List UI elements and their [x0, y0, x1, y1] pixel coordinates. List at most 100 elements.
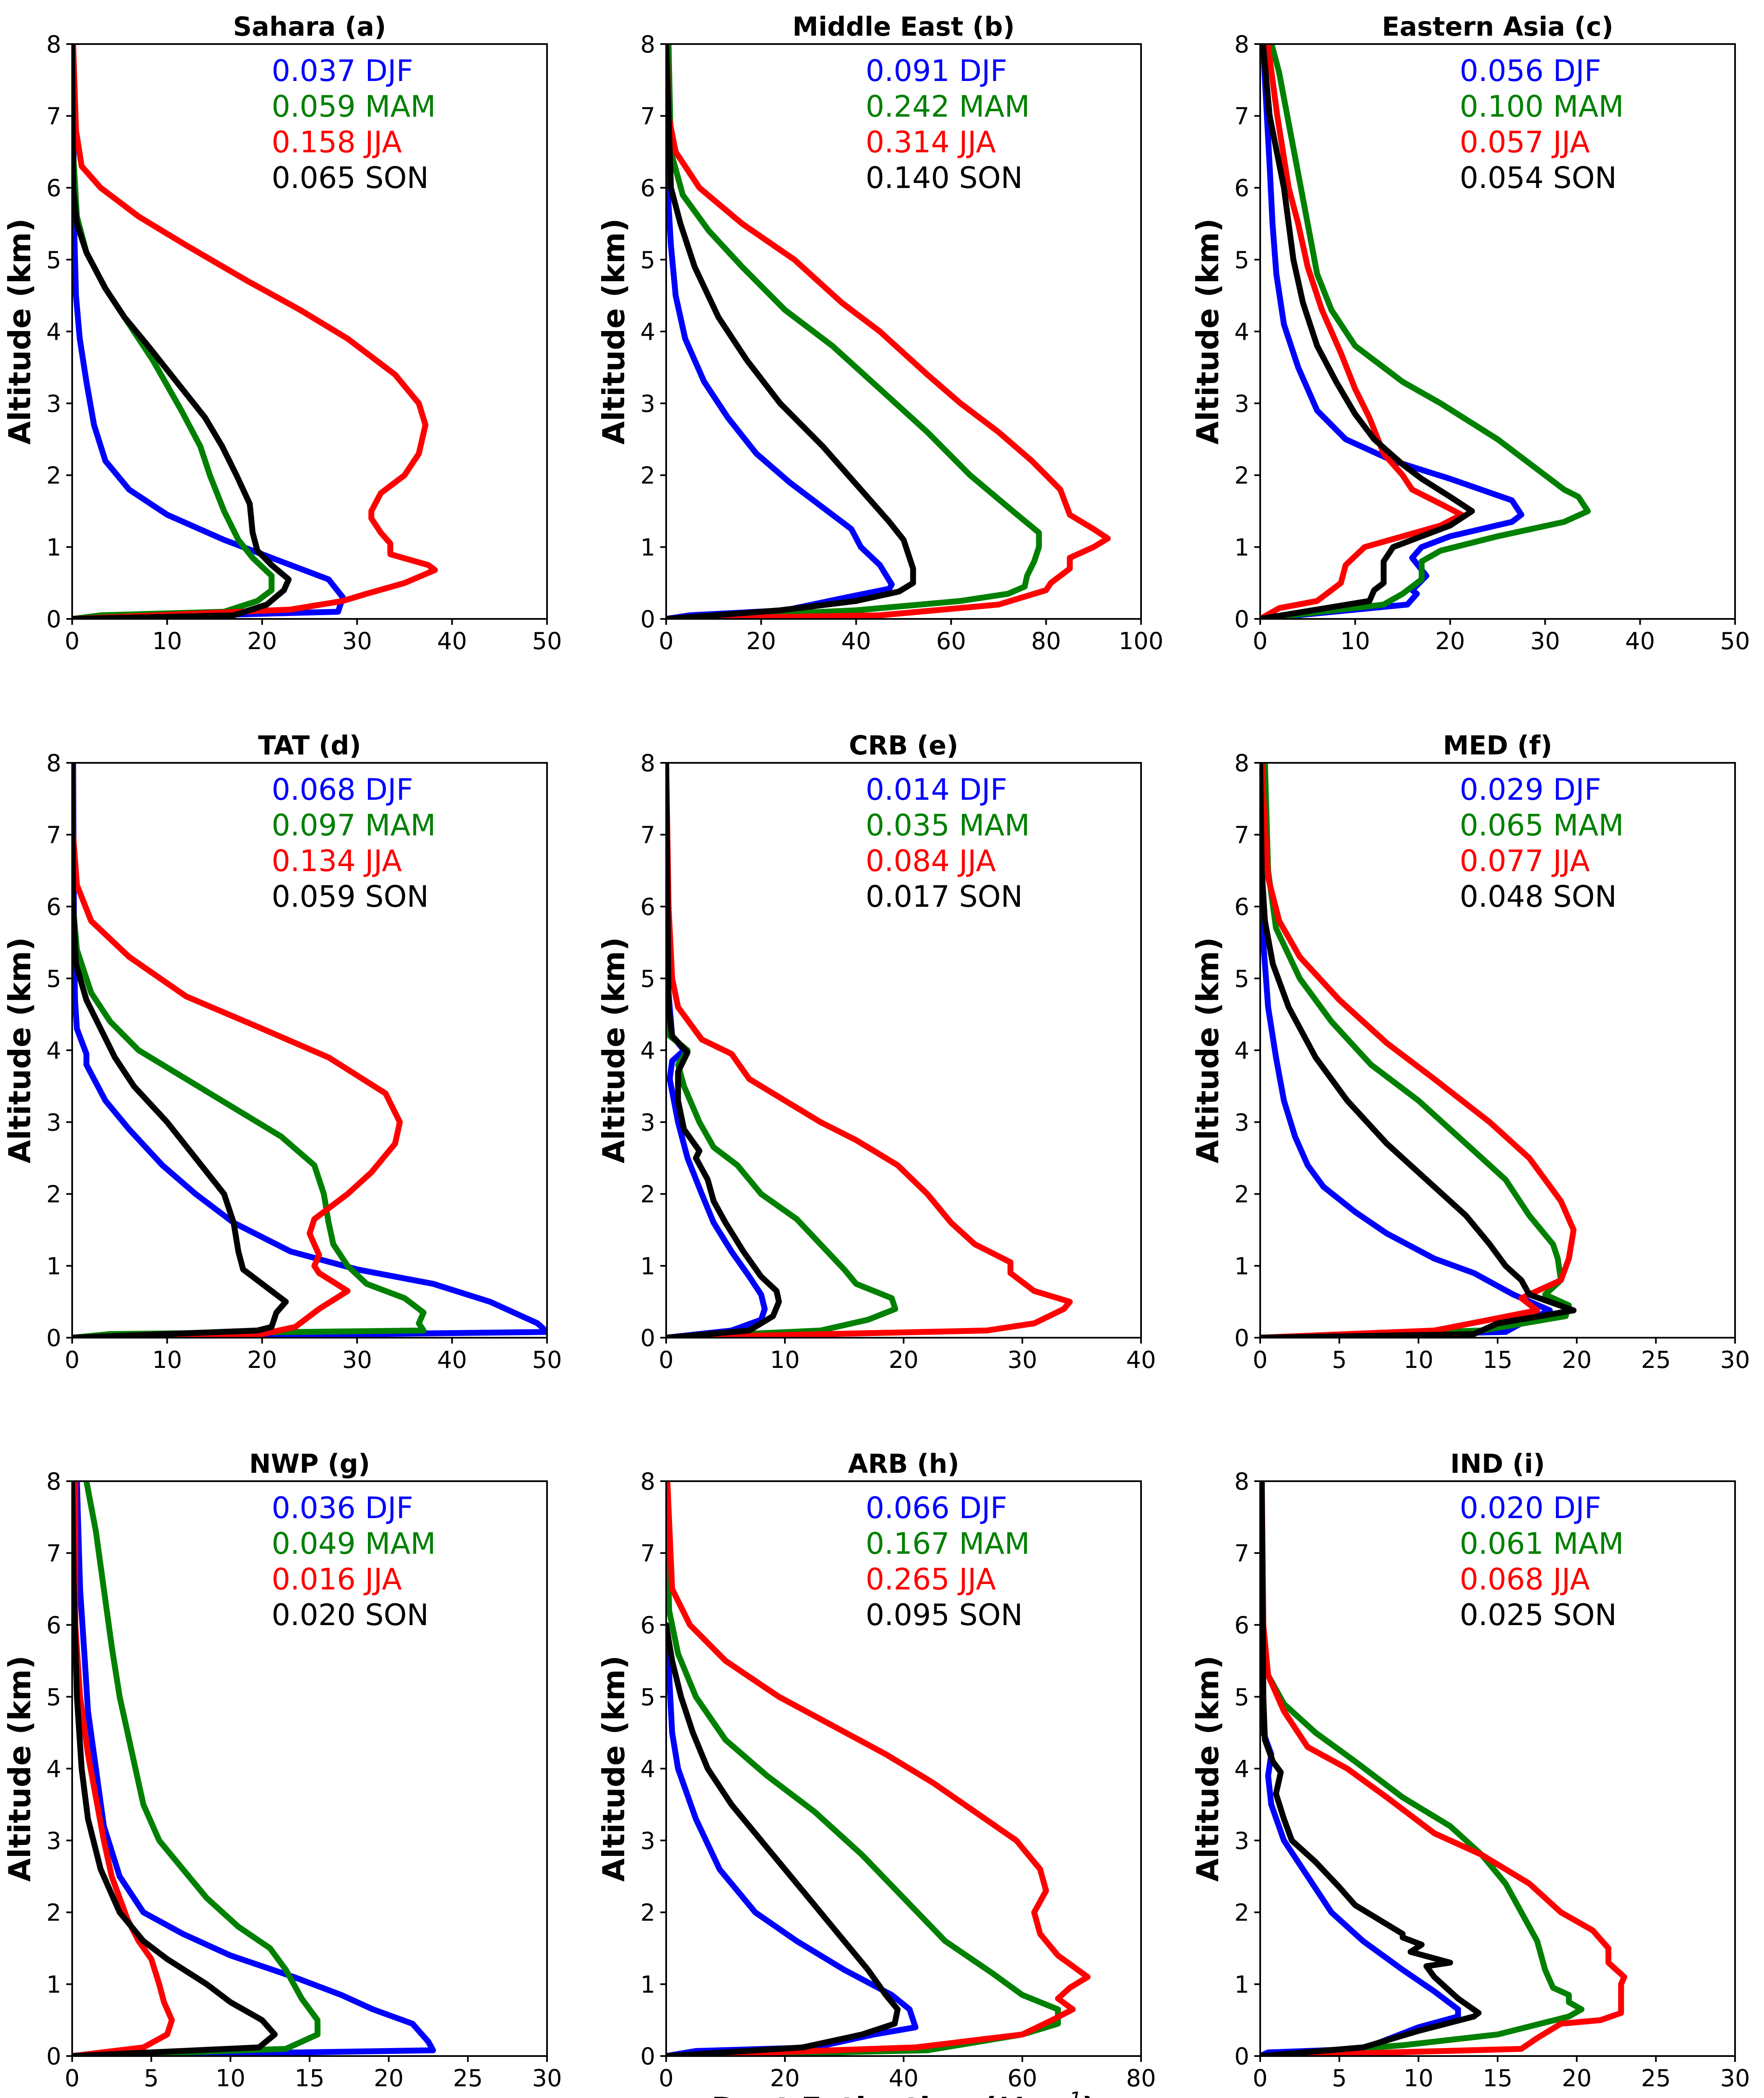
y-tick-label: 2 [46, 462, 61, 490]
legend-entry-son: 0.048 SON [1459, 879, 1617, 914]
y-tick-label: 4 [46, 1037, 61, 1065]
panel-c: Eastern Asia (c) 0 10 20 30 40 50 0 1 2 3 4 5 6 7 8 Alti… [1190, 11, 1750, 655]
x-tick-label: 100 [1119, 628, 1164, 655]
y-tick-label: 4 [640, 318, 655, 346]
panel-i: IND (i) 0 5 10 15 20 25 30 0 1 2 3 4 5 6 7 8 Altitude (km… [1190, 1448, 1750, 2092]
x-tick-label: 30 [1007, 1346, 1037, 1374]
y-tick-label: 7 [46, 1540, 61, 1567]
x-axis-label-exponent: −1 [1052, 2088, 1082, 2098]
y-tick-label: 0 [640, 606, 655, 633]
y-tick-label: 5 [1234, 247, 1249, 274]
x-tick-label: 10 [1404, 1346, 1433, 1374]
y-tick-label: 4 [1234, 318, 1249, 346]
y-tick-label: 4 [1234, 1756, 1249, 1783]
panel-title: CRB (e) [849, 730, 959, 761]
x-tick-label: 20 [374, 2065, 404, 2092]
y-tick-label: 8 [46, 1468, 61, 1495]
y-tick-label: 7 [640, 1540, 655, 1567]
y-tick-label: 8 [46, 31, 61, 58]
y-tick-label: 6 [46, 175, 61, 202]
y-tick-label: 7 [1234, 822, 1249, 849]
x-tick-label: 40 [841, 628, 871, 655]
x-tick-label: 25 [1641, 1346, 1671, 1374]
y-tick-label: 0 [640, 2043, 655, 2070]
series-group [666, 763, 1073, 1338]
y-tick-label: 6 [46, 1612, 61, 1639]
y-tick-label: 5 [640, 247, 655, 274]
y-tick-label: 1 [640, 1971, 655, 1999]
legend-entry-son: 0.059 SON [271, 879, 429, 914]
x-tick-label: 0 [659, 628, 674, 655]
legend-entry-mam: 0.097 MAM [271, 808, 435, 843]
series-line-son [1260, 1481, 1482, 2056]
y-tick-label: 2 [1234, 1181, 1249, 1208]
legend-entry-son: 0.017 SON [865, 879, 1023, 914]
series-line-son [666, 763, 782, 1338]
x-tick-label: 5 [1332, 2065, 1347, 2092]
y-tick-label: 3 [46, 1827, 61, 1855]
y-tick-label: 4 [46, 318, 61, 346]
x-tick-label: 10 [1404, 2065, 1433, 2092]
series-group [72, 1481, 436, 2056]
x-tick-label: 20 [247, 1346, 277, 1374]
panel-title: ARB (h) [848, 1448, 959, 1479]
legend-entry-mam: 0.049 MAM [271, 1527, 435, 1561]
panel-f: MED (f) 0 5 10 15 20 25 30 0 1 2 3 4 5 6 7 8 Altitude (km… [1190, 730, 1750, 1374]
series-line-djf [666, 44, 895, 619]
legend-entry-mam: 0.167 MAM [865, 1527, 1029, 1561]
series-line-jja [666, 763, 1073, 1338]
y-tick-label: 3 [640, 1109, 655, 1136]
legend-entry-mam: 0.065 MAM [1459, 808, 1623, 843]
y-tick-label: 7 [46, 822, 61, 849]
series-line-djf [72, 763, 547, 1338]
x-tick-label: 25 [453, 2065, 483, 2092]
series-line-jja [666, 1481, 1091, 2056]
legend-entry-jja: 0.077 JJA [1459, 844, 1590, 878]
y-tick-label: 6 [640, 175, 655, 202]
y-tick-label: 8 [640, 750, 655, 777]
x-tick-label: 80 [1031, 628, 1061, 655]
panel-e: CRB (e) 0 10 20 30 40 0 1 2 3 4 5 6 7 8 Altitude (km) 0.… [596, 730, 1156, 1374]
x-tick-label: 60 [936, 628, 966, 655]
y-tick-label: 7 [1234, 103, 1249, 130]
y-tick-label: 8 [1234, 750, 1249, 777]
x-tick-label: 20 [1562, 2065, 1592, 2092]
y-tick-label: 2 [1234, 462, 1249, 490]
x-tick-label: 0 [65, 628, 80, 655]
x-tick-label: 20 [247, 628, 277, 655]
series-group [1260, 1481, 1627, 2056]
x-tick-label: 40 [889, 2065, 918, 2092]
x-tick-label: 50 [532, 1346, 562, 1374]
y-tick-label: 2 [46, 1900, 61, 1927]
x-tick-label: 40 [1126, 1346, 1156, 1374]
x-tick-label: 30 [342, 628, 372, 655]
legend-entry-djf: 0.037 DJF [271, 54, 413, 88]
x-tick-label: 15 [1483, 1346, 1512, 1374]
legend-entry-mam: 0.242 MAM [865, 89, 1029, 124]
y-axis-label: Altitude (km) [1190, 218, 1225, 444]
y-tick-label: 1 [46, 1971, 61, 1999]
y-tick-label: 2 [640, 1900, 655, 1927]
x-tick-label: 30 [1720, 2065, 1750, 2092]
y-tick-label: 1 [46, 534, 61, 561]
legend-entry-jja: 0.084 JJA [865, 844, 996, 878]
y-tick-label: 0 [46, 606, 61, 633]
x-tick-label: 0 [1253, 2065, 1268, 2092]
series-line-mam [666, 1481, 1061, 2056]
series-line-jja [1260, 1481, 1627, 2056]
y-tick-label: 2 [640, 462, 655, 490]
x-axis-label-close: ) [1082, 2091, 1096, 2098]
x-tick-label: 10 [152, 628, 182, 655]
series-line-jja [72, 763, 403, 1338]
series-line-jja [1260, 44, 1464, 619]
panel-title: IND (i) [1450, 1448, 1545, 1479]
series-line-son [72, 1481, 278, 2056]
y-tick-label: 2 [640, 1181, 655, 1208]
x-tick-label: 30 [1530, 628, 1560, 655]
y-axis-label: Altitude (km) [2, 937, 37, 1163]
x-tick-label: 0 [659, 1346, 674, 1374]
y-tick-label: 6 [46, 894, 61, 921]
legend-entry-jja: 0.016 JJA [271, 1562, 402, 1597]
legend-entry-jja: 0.314 JJA [865, 125, 996, 159]
